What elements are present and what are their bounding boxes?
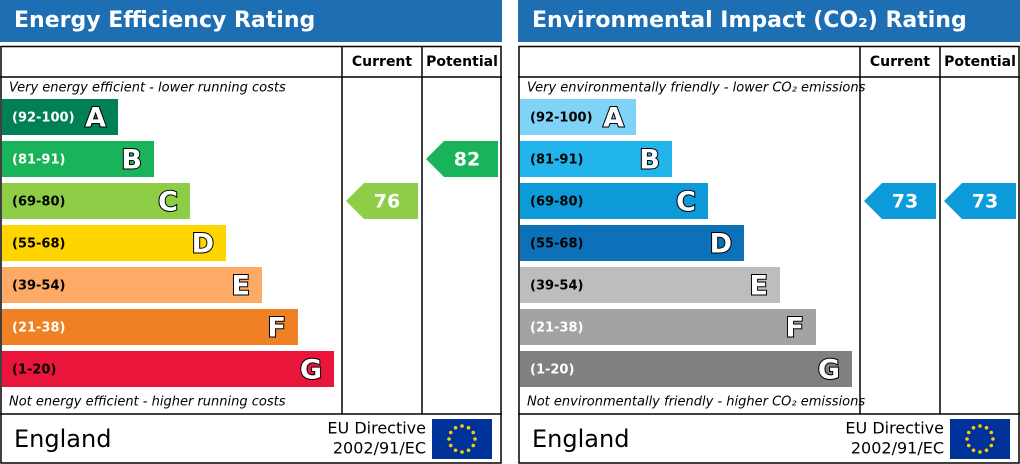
eu-star [448, 443, 453, 448]
eu-star [989, 443, 994, 448]
band-range: (55-68) [12, 237, 65, 252]
eu-star [448, 430, 453, 435]
rating-band [2, 225, 226, 261]
rating-band [2, 351, 334, 387]
rating-value: 76 [374, 191, 400, 213]
title-bar [0, 0, 502, 42]
band-range: (21-38) [12, 321, 65, 336]
eu-star [971, 448, 976, 453]
rating-arrow [864, 183, 936, 219]
eu-star [447, 437, 451, 441]
directive: EU Directive [845, 419, 944, 438]
rating-band [520, 99, 636, 135]
eu-star [471, 443, 476, 448]
eu-star [453, 448, 458, 453]
eu-star [965, 437, 969, 441]
eu-star [466, 448, 471, 453]
eu-star [984, 425, 989, 430]
band-range: (39-54) [12, 279, 65, 294]
band-letter: A [85, 103, 106, 134]
band-range: (92-100) [12, 111, 75, 126]
rating-band [520, 267, 780, 303]
band-letter: G [300, 355, 322, 386]
rating-band [520, 183, 708, 219]
eu-star [471, 430, 476, 435]
bottom-note: Not energy efficient - higher running co… [9, 395, 286, 410]
band-letter: F [268, 313, 286, 344]
top-note: Very energy efficient - lower running co… [9, 81, 286, 96]
rating-band [520, 225, 744, 261]
band-range: (81-91) [530, 153, 583, 168]
eu-star [984, 448, 989, 453]
band-letter: F [786, 313, 804, 344]
rating-band [2, 141, 154, 177]
band-letter: G [818, 355, 840, 386]
column-header: Current [870, 54, 931, 70]
rating-band [2, 267, 262, 303]
eu-star [466, 425, 471, 430]
eu-star [966, 430, 971, 435]
rating-arrow [944, 183, 1016, 219]
eu-star [978, 424, 982, 428]
eu-star [991, 437, 995, 441]
eu-star [453, 425, 458, 430]
band-range: (1-20) [12, 363, 56, 378]
band-letter: B [639, 145, 660, 176]
rating-band [520, 351, 852, 387]
eu-star [978, 450, 982, 454]
rating-arrow [426, 141, 498, 177]
band-letter: A [603, 103, 624, 134]
rating-arrow [346, 183, 418, 219]
eu-star [966, 443, 971, 448]
eu-star [989, 430, 994, 435]
directive: EU Directive [327, 419, 426, 438]
band-range: (1-20) [530, 363, 574, 378]
panel-title: Energy Efficiency Rating [14, 8, 315, 33]
country: England [14, 425, 111, 453]
column-header: Potential [944, 54, 1016, 70]
band-range: (55-68) [530, 237, 583, 252]
panel: Environmental Impact (CO₂) Rating Current… [518, 0, 1020, 464]
rating-value: 73 [892, 191, 918, 213]
column-header: Potential [426, 54, 498, 70]
band-letter: D [192, 229, 214, 260]
bottom-note: Not environmentally friendly - higher CO… [527, 395, 865, 410]
eu-star [460, 450, 464, 454]
rating-value: 73 [972, 191, 998, 213]
top-note: Very environmentally friendly - lower CO… [527, 81, 866, 96]
country: England [532, 425, 629, 453]
band-letter: E [232, 271, 250, 302]
directive: 2002/91/EC [851, 439, 944, 458]
band-range: (69-80) [530, 195, 583, 210]
rating-band [2, 183, 190, 219]
column-header: Current [352, 54, 413, 70]
band-letter: E [750, 271, 768, 302]
band-range: (39-54) [530, 279, 583, 294]
title-bar [518, 0, 1020, 42]
directive: 2002/91/EC [333, 439, 426, 458]
panel: Energy Efficiency Rating Current Potential… [0, 0, 502, 464]
rating-band [520, 141, 672, 177]
rating-band [520, 309, 816, 345]
eu-star [971, 425, 976, 430]
band-range: (92-100) [530, 111, 593, 126]
band-letter: D [710, 229, 732, 260]
rating-band [2, 99, 118, 135]
band-range: (69-80) [12, 195, 65, 210]
panel-title: Environmental Impact (CO₂) Rating [532, 8, 967, 33]
band-letter: C [676, 187, 696, 218]
eu-star [460, 424, 464, 428]
rating-value: 82 [454, 149, 480, 171]
frame [0, 45, 502, 464]
band-letter: C [158, 187, 178, 218]
rating-band [2, 309, 298, 345]
frame [518, 45, 1020, 464]
band-letter: B [121, 145, 142, 176]
band-range: (81-91) [12, 153, 65, 168]
band-range: (21-38) [530, 321, 583, 336]
eu-star [473, 437, 477, 441]
